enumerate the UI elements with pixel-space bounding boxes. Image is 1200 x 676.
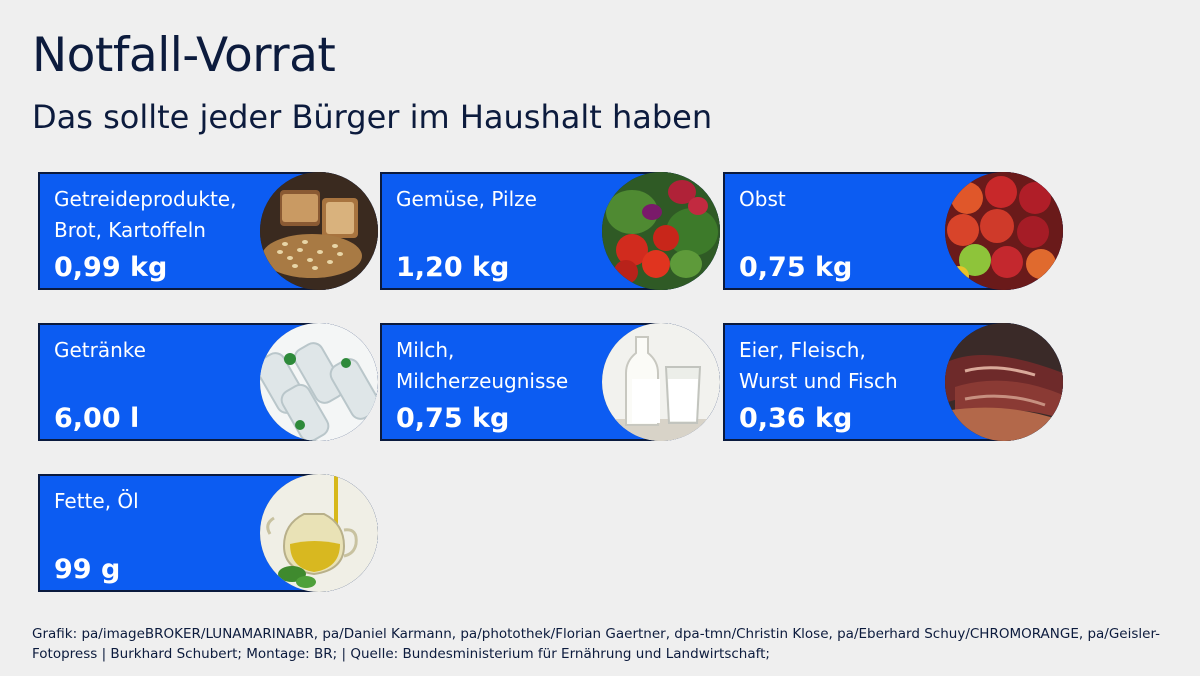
supply-card-fats-oil: Fette, Öl 99 g (38, 474, 378, 592)
card-value: 0,36 kg (739, 403, 853, 434)
card-label: Eier, Fleisch, Wurst und Fisch (739, 338, 898, 393)
supply-card-vegetables: Gemüse, Pilze 1,20 kg (380, 172, 720, 290)
image-credits: Grafik: pa/imageBROKER/LUNAMARINABR, pa/… (32, 626, 1161, 662)
card-label: Obst (739, 187, 786, 211)
apples-photo-icon (945, 172, 1063, 290)
water-bottles-photo-icon (260, 323, 378, 441)
card-label: Getränke (54, 338, 146, 362)
bread-photo-icon (260, 172, 378, 290)
card-value: 6,00 l (54, 403, 140, 434)
milk-photo-icon (602, 323, 720, 441)
supply-card-fruit: Obst 0,75 kg (723, 172, 1063, 290)
card-label: Gemüse, Pilze (396, 187, 537, 211)
card-value: 0,99 kg (54, 252, 168, 283)
card-value: 1,20 kg (396, 252, 510, 283)
supply-card-grains: Getreideprodukte, Brot, Kartoffeln 0,99 … (38, 172, 378, 290)
vegetables-photo-icon (602, 172, 720, 290)
page-subtitle: Das sollte jeder Bürger im Haushalt habe… (32, 98, 713, 136)
card-value: 0,75 kg (739, 252, 853, 283)
card-value: 99 g (54, 554, 121, 585)
supply-card-drinks: Getränke 6,00 l (38, 323, 378, 441)
supply-card-dairy: Milch, Milcherzeugnisse 0,75 kg (380, 323, 720, 441)
page-title: Notfall-Vorrat (32, 28, 336, 83)
card-label: Getreideprodukte, Brot, Kartoffeln (54, 187, 237, 242)
meat-photo-icon (945, 323, 1063, 441)
supply-card-meat: Eier, Fleisch, Wurst und Fisch 0,36 kg (723, 323, 1063, 441)
card-label: Milch, Milcherzeugnisse (396, 338, 569, 393)
card-label: Fette, Öl (54, 489, 139, 513)
card-value: 0,75 kg (396, 403, 510, 434)
oil-photo-icon (260, 474, 378, 592)
